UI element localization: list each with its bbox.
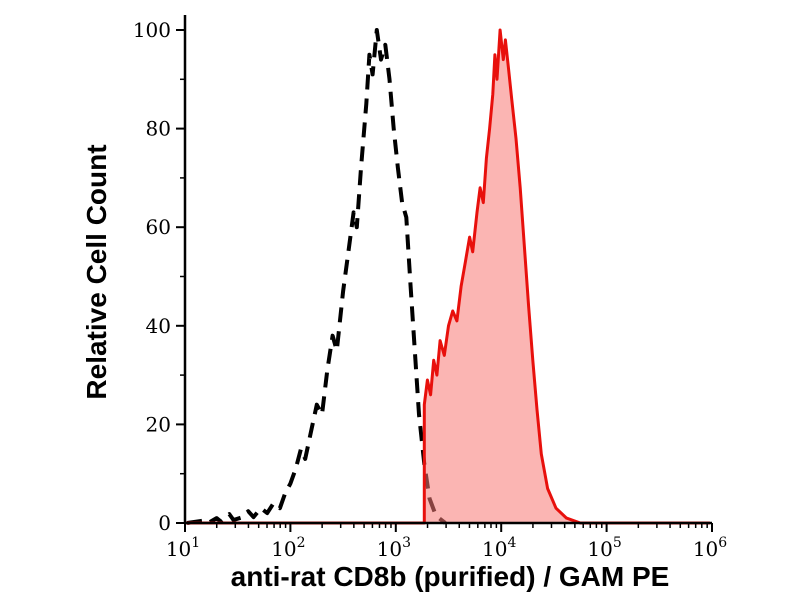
x-tick-label: 103: [377, 535, 411, 561]
y-tick-label: 0: [158, 511, 171, 535]
series-stained-red: [185, 28, 710, 525]
x-tick-label: 105: [587, 535, 621, 561]
y-tick-label: 40: [146, 314, 171, 338]
y-tick-label: 60: [146, 215, 171, 239]
x-tick-label: 101: [166, 535, 200, 561]
y-tick-label: 80: [146, 117, 171, 141]
axes: 0 20 40 60 80 100 101 102 103 104 105 106: [133, 15, 727, 561]
y-tick-label: 100: [133, 18, 171, 42]
x-tick-label: 106: [693, 535, 727, 561]
x-tick-label: 102: [271, 535, 305, 561]
series-line-control-dashed: [186, 28, 447, 525]
series-fill-stained-red: [185, 30, 710, 523]
series-control-dashed: [186, 28, 447, 525]
series-group: [185, 28, 710, 525]
x-tick-label: 104: [482, 535, 516, 561]
y-axis-label: Relative Cell Count: [81, 144, 112, 400]
x-axis-label: anti-rat CD8b (purified) / GAM PE: [230, 561, 670, 592]
series-line-stained-red: [185, 28, 710, 525]
y-tick-label: 20: [146, 412, 171, 436]
